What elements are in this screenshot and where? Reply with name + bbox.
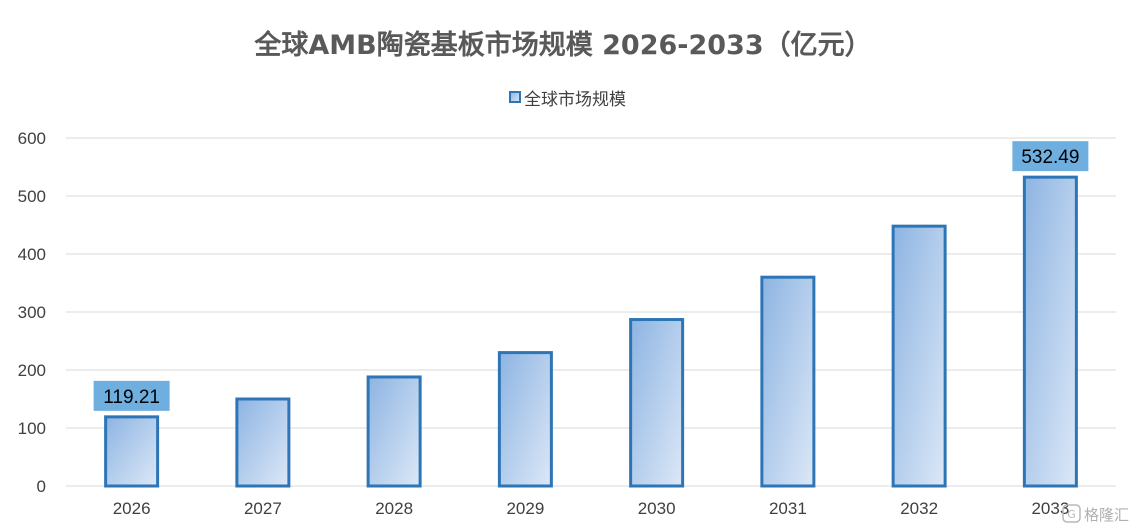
watermark-text: 格隆汇 <box>1084 506 1129 524</box>
x-tick-label: 2032 <box>900 499 938 518</box>
x-tick-label: 2030 <box>638 499 676 518</box>
y-axis-ticks: 0 100 200 300 400 500 600 <box>18 129 46 496</box>
bar <box>497 351 553 488</box>
gridlines <box>66 137 1116 487</box>
x-tick-label: 2033 <box>1031 499 1069 518</box>
legend-label: 全球市场规模 <box>524 90 626 110</box>
watermark-logo-glyph: G <box>1067 508 1076 521</box>
x-tick-label: 2029 <box>506 499 544 518</box>
x-tick-label: 2026 <box>113 499 151 518</box>
chart-title: 全球AMB陶瓷基板市场规模 2026-2033（亿元） <box>253 29 871 61</box>
watermark-logo-icon <box>1062 504 1081 523</box>
y-tick-label: 100 <box>18 419 46 438</box>
x-tick-label: 2028 <box>375 499 413 518</box>
legend-swatch <box>509 91 521 103</box>
y-tick-label: 400 <box>18 245 46 264</box>
bars <box>104 175 1078 488</box>
data-label: 532.49 <box>1021 147 1079 168</box>
data-label-background <box>1012 141 1089 172</box>
bar <box>104 415 160 488</box>
bar <box>629 318 685 488</box>
x-tick-label: 2027 <box>244 499 282 518</box>
data-label-background <box>93 380 170 411</box>
x-axis-ticks: 2026 2027 2028 2029 2030 2031 2032 2033 <box>113 499 1070 518</box>
bar <box>891 224 947 488</box>
watermark: G 格隆汇 <box>1062 504 1129 524</box>
y-tick-label: 200 <box>18 361 46 380</box>
y-tick-label: 0 <box>37 477 46 496</box>
y-tick-label: 300 <box>18 303 46 322</box>
y-tick-label: 500 <box>18 187 46 206</box>
legend: 全球市场规模 <box>509 90 626 110</box>
bar <box>760 275 816 488</box>
data-labels: 119.21 532.49 <box>93 141 1089 411</box>
data-label: 119.21 <box>103 387 160 408</box>
bar <box>366 375 422 488</box>
bar <box>235 397 291 488</box>
x-tick-label: 2031 <box>769 499 807 518</box>
y-tick-label: 600 <box>18 129 46 148</box>
bar <box>1022 175 1078 488</box>
